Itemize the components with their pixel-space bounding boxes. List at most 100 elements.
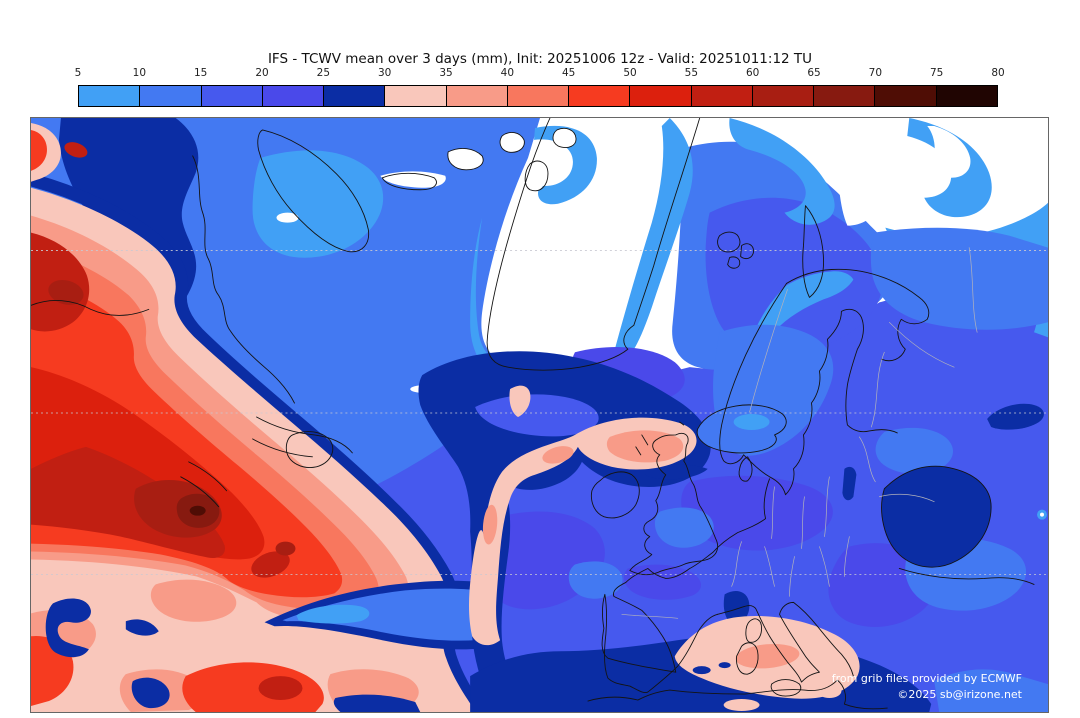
region-mediterranean [470,591,932,712]
colorbar-tick-label: 10 [132,67,147,79]
navy-strip-bottom [333,694,421,712]
iceland-azure [733,414,770,430]
colorbar-cell [752,86,815,106]
red-patch-bottom [182,662,324,712]
coast-iceland [696,404,787,454]
coastlines [31,118,1035,710]
darker-spot [48,279,84,305]
pink-sliver [509,385,531,417]
white-island [552,128,577,148]
navy-squiggle [45,598,91,658]
border-line [859,436,876,483]
colorbar-cell [201,86,263,106]
colorbar-tick-label: 50 [623,67,637,79]
colorbar-tick-label: 55 [684,67,699,79]
wedge-royal [282,588,495,641]
coast-novascotia [180,461,228,508]
coast-finnmark-kola [786,268,930,362]
black-sea-navy [881,466,992,568]
royal-russia-band [870,227,1048,330]
swirl-violet-gap [475,394,599,437]
coast-ireland [590,471,640,519]
coast-greenland [486,118,701,371]
red-corner [31,129,47,171]
colorbar-cell [814,86,876,106]
border-line [819,546,830,587]
border-line [824,476,830,537]
region-arctic-white [460,118,1048,378]
region-swirl [418,351,711,702]
region-blue-wedge [264,580,501,650]
royal-france-patch [654,507,714,548]
colorbar-cell [385,86,447,106]
white-hole-topright [927,125,971,178]
colorbar-tick-label: 20 [255,67,269,79]
border-line [621,613,679,619]
azure-east-greenland [614,118,693,356]
country-borders [621,247,978,619]
azure-curl-topright [907,118,992,218]
coast-stlawrence [256,416,353,454]
colorbar-tick-label: 75 [929,67,944,79]
coast-sicily [770,679,802,697]
colorbar-cell [446,86,508,106]
coast-svalbard [717,231,755,269]
royal-bottomright [934,669,1048,712]
darkred-spot [251,551,290,578]
colorbar-tick-label: 60 [745,67,760,79]
attribution-source: from grib files provided by ECMWF [831,672,1022,685]
colorbar-cell [936,86,997,106]
salmon-channel-sliver [482,504,498,545]
coast-britain [629,432,719,576]
border-line [870,351,885,428]
wedge-azure-core [296,604,370,624]
coast-medfrance-italy [717,601,854,683]
coast-corsica [745,618,763,643]
border-line [801,496,805,549]
coast-over-red [31,300,150,316]
darkred-spot-small [275,541,296,556]
region-east-navy [842,403,1048,568]
azure-hook-svalbard [729,118,835,225]
field-barents-dark [705,197,883,354]
white-island [380,171,446,188]
region-atlantic-moist-plume [31,118,486,712]
coast-africa [587,679,888,710]
navy-sliver-east [842,466,857,501]
white-speck [276,212,299,223]
colorbar-cell [262,86,325,106]
colorbar-tick-label: 35 [439,67,453,79]
colorbar-tick-label: 40 [500,67,515,79]
violet-central-europe [681,475,833,551]
coast-sardinia [736,642,759,675]
border-line [771,486,775,539]
colorbar-tick-label: 70 [868,67,883,79]
coast-west-europe [613,478,770,673]
salmon-tongue-head [606,430,684,463]
border-line [749,289,788,413]
colorbar-tick-label: 25 [316,67,331,79]
pink-tongue [469,417,697,646]
royal-nw-iberia [568,561,623,599]
colorbar-ticks: 5 10 15 20 25 30 35 40 45 50 55 60 65 70 75 80 [75,67,1005,81]
colorbar-cell [569,86,631,106]
coast-novaya-zemlya [802,205,824,298]
coast-hebrides [635,421,685,456]
colorbar-tick-label: 15 [193,67,208,79]
page-title: IFS - TCWV mean over 3 days (mm), Init: … [267,51,813,67]
white-kara-wedge [837,118,910,226]
caspian-navy [987,403,1044,430]
colorbar-cell [691,86,753,106]
salmon-patch [150,579,237,622]
map: from grib files provided by ECMWF ©2025 … [30,117,1049,713]
coast-norway-west [719,282,787,465]
salmon-mid-blob [542,446,574,464]
coast-stlawrence2 [252,438,313,458]
coast-baffin [257,129,370,253]
border-line [968,247,978,333]
colorbar-tick-label: 80 [991,67,1005,79]
border-line [764,546,775,587]
coast-labrador [192,155,295,404]
colorbar-cell [507,86,570,106]
